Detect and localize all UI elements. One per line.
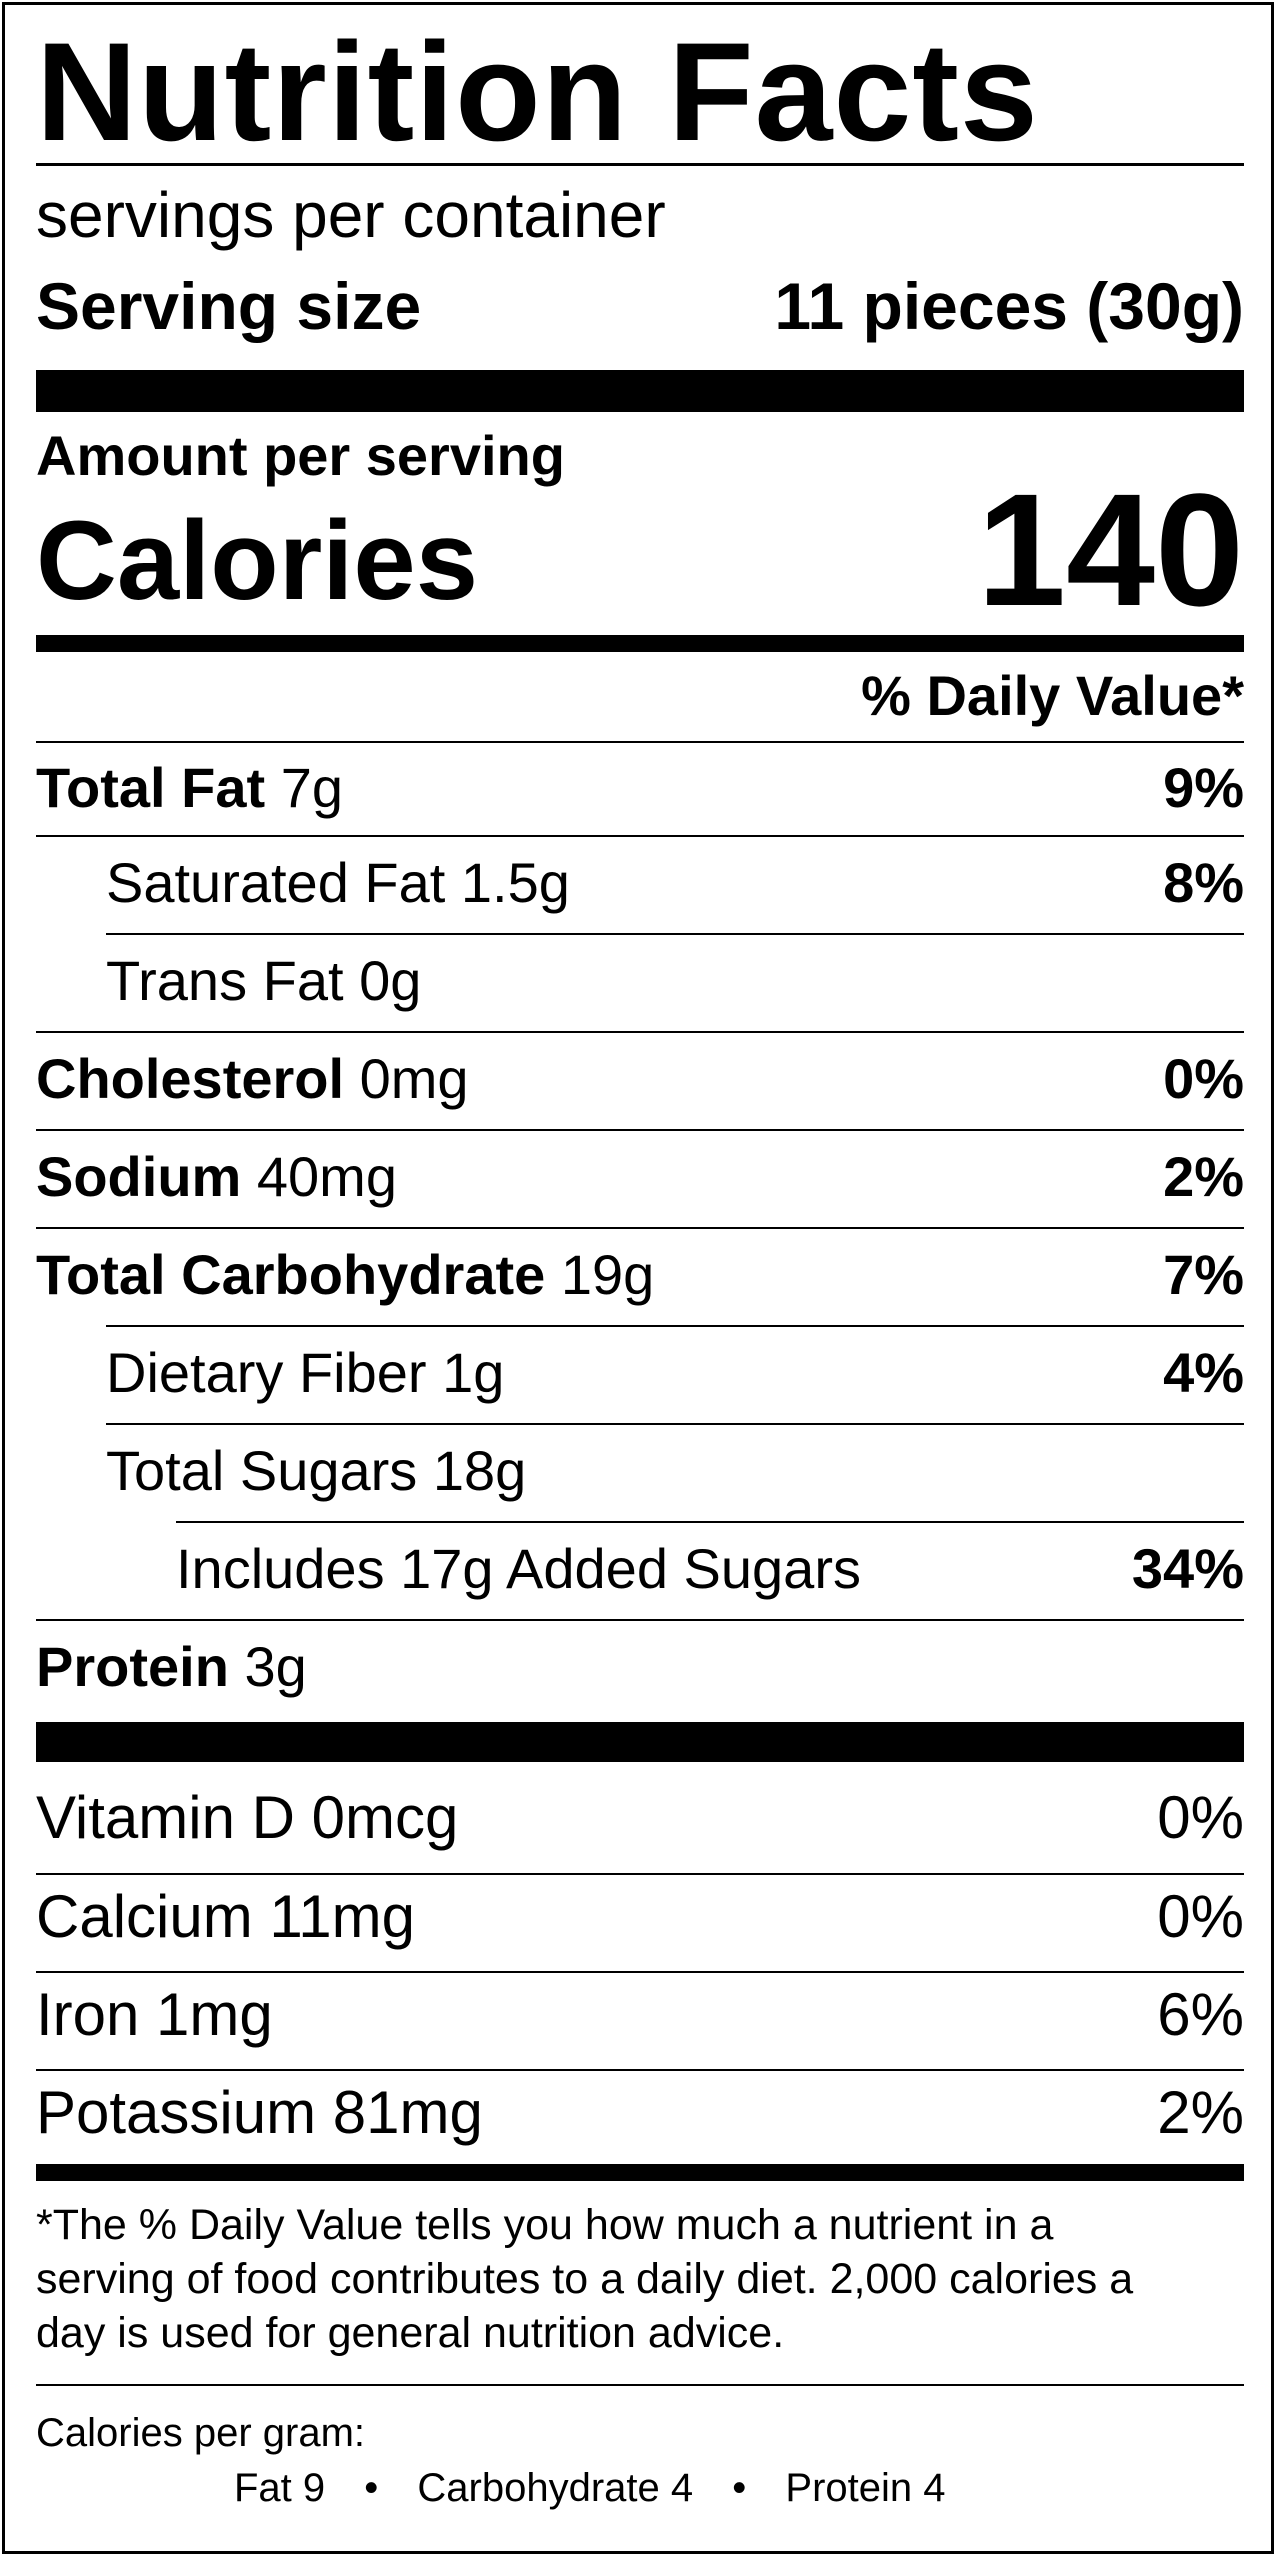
servings-per-container: servings per container	[36, 179, 666, 251]
calories-label: Calories	[36, 498, 478, 623]
medium-divider	[36, 635, 1244, 652]
row-divider	[36, 1873, 1244, 1875]
row-divider	[36, 1129, 1244, 1131]
nutrient-dv: 2%	[1163, 1145, 1244, 1208]
row-divider	[176, 1521, 1244, 1523]
calories-value: 140	[977, 460, 1244, 639]
thick-divider-bottom	[36, 1722, 1244, 1762]
nutrient-name: Total Fat	[36, 756, 266, 819]
nutrient-name: Saturated Fat	[106, 851, 446, 914]
footnote-line-3: day is used for general nutrition advice…	[36, 2309, 785, 2357]
nutrient-name: Total Carbohydrate	[36, 1243, 546, 1306]
panel-title: Nutrition Facts	[36, 13, 1039, 170]
nutrient-row-saturated-fat: Saturated Fat 1.5g	[106, 855, 570, 911]
vitamin-row-iron: Iron 1mg	[36, 1981, 273, 2048]
nutrient-dv: 34%	[1131, 1537, 1244, 1600]
nutrient-amount: 19g	[560, 1243, 655, 1306]
nutrient-name: Includes 17g Added Sugars	[176, 1537, 861, 1600]
calories-per-gram-values: Fat 9 • Carbohydrate 4 • Protein 4	[234, 2468, 946, 2508]
title-divider	[36, 163, 1244, 166]
medium-divider-footnote	[36, 2164, 1244, 2181]
row-divider	[106, 1325, 1244, 1327]
nutrient-amount: 18g	[432, 1439, 527, 1502]
footnote-line-1: *The % Daily Value tells you how much a …	[36, 2201, 1054, 2249]
nutrient-row-total-carbohydrate: Total Carbohydrate 19g	[36, 1247, 654, 1303]
vitamin-dv: 0%	[1157, 1784, 1244, 1851]
daily-value-header: % Daily Value*	[861, 664, 1244, 727]
row-divider	[106, 933, 1244, 935]
fat-per-gram: Fat 9	[234, 2466, 326, 2510]
nutrient-amount: 7g	[280, 756, 344, 819]
bullet-separator: •	[732, 2466, 747, 2510]
nutrient-dv: 4%	[1163, 1341, 1244, 1404]
row-divider	[36, 835, 1244, 837]
nutrient-amount: 1g	[442, 1341, 505, 1404]
nutrient-row-cholesterol: Cholesterol 0mg	[36, 1051, 469, 1107]
nutrient-row-dietary-fiber: Dietary Fiber 1g	[106, 1345, 504, 1401]
nutrient-row-sodium: Sodium 40mg	[36, 1149, 397, 1205]
amount-per-serving: Amount per serving	[36, 424, 565, 487]
serving-size-value: 11 pieces (30g)	[774, 269, 1244, 343]
vitamin-dv: 2%	[1157, 2079, 1244, 2146]
vitamin-row-calcium: Calcium 11mg	[36, 1883, 416, 1950]
nutrient-amount: 3g	[244, 1635, 307, 1698]
nutrient-amount: 1.5g	[460, 851, 570, 914]
nutrient-name: Trans Fat	[106, 949, 344, 1012]
dv-header-divider	[36, 741, 1244, 743]
nutrient-name: Sodium	[36, 1145, 242, 1208]
nutrient-amount: 0mg	[359, 1047, 469, 1110]
footnote-divider	[36, 2384, 1244, 2386]
vitamin-row-vitamin-d: Vitamin D 0mcg	[36, 1784, 459, 1851]
row-divider	[36, 1227, 1244, 1229]
row-divider	[106, 1423, 1244, 1425]
carbohydrate-per-gram: Carbohydrate 4	[417, 2466, 694, 2510]
bullet-separator: •	[364, 2466, 379, 2510]
serving-size-label: Serving size	[36, 269, 422, 343]
nutrient-amount: 0g	[359, 949, 422, 1012]
nutrient-name: Total Sugars	[106, 1439, 418, 1502]
row-divider	[36, 1971, 1244, 1973]
vitamin-dv: 0%	[1157, 1883, 1244, 1950]
nutrient-dv: 9%	[1163, 756, 1244, 819]
nutrient-dv: 7%	[1163, 1243, 1244, 1306]
nutrient-row-protein: Protein 3g	[36, 1639, 307, 1695]
nutrient-dv: 8%	[1163, 851, 1244, 914]
nutrient-name: Dietary Fiber	[106, 1341, 427, 1404]
thick-divider-top	[36, 370, 1244, 412]
vitamin-dv: 6%	[1157, 1981, 1244, 2048]
footnote-line-2: serving of food contributes to a daily d…	[36, 2255, 1134, 2303]
nutrient-row-trans-fat: Trans Fat 0g	[106, 953, 421, 1009]
nutrient-name: Protein	[36, 1635, 229, 1698]
nutrient-name: Cholesterol	[36, 1047, 345, 1110]
row-divider	[36, 2069, 1244, 2071]
row-divider	[36, 1619, 1244, 1621]
nutrient-dv: 0%	[1163, 1047, 1244, 1110]
nutrient-row-total-fat: Total Fat 7g	[36, 760, 343, 816]
nutrient-amount: 40mg	[256, 1145, 397, 1208]
row-divider	[36, 1031, 1244, 1033]
vitamin-row-potassium: Potassium 81mg	[36, 2079, 483, 2146]
nutrient-row-added-sugars: Includes 17g Added Sugars	[176, 1541, 861, 1597]
calories-per-gram-label: Calories per gram:	[36, 2411, 366, 2455]
protein-per-gram: Protein 4	[785, 2466, 946, 2510]
nutrient-row-total-sugars: Total Sugars 18g	[106, 1443, 526, 1499]
